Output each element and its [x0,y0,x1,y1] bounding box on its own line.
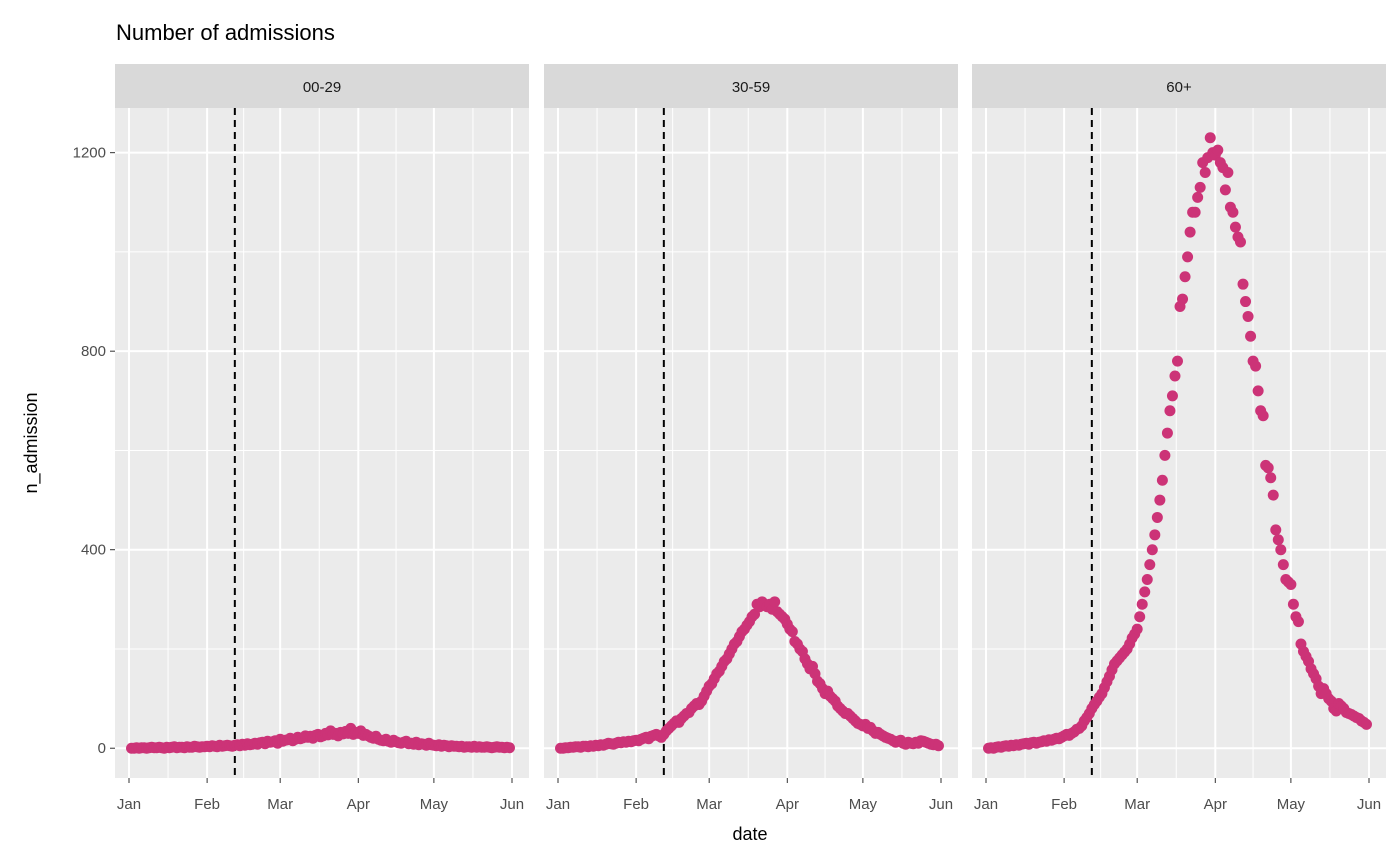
data-point [1222,167,1234,179]
data-point [1154,494,1166,506]
data-point [1257,410,1269,422]
data-point [1179,271,1191,283]
facet-strip-label: 60+ [1166,79,1192,96]
data-point [1136,598,1148,610]
x-tick-label: Mar [267,796,293,813]
data-point [1234,236,1246,248]
x-tick-label: Jun [500,796,524,813]
x-tick-label: May [420,796,449,813]
data-point [1149,529,1161,541]
data-point [1199,167,1211,179]
x-axis-title: date [732,824,767,844]
data-point [1131,623,1143,635]
data-point [1275,544,1287,556]
data-point [1189,206,1201,218]
y-tick-label: 1200 [73,145,106,162]
x-tick-label: Mar [1124,796,1150,813]
x-tick-label: Jan [546,796,570,813]
data-point [1151,511,1163,523]
data-point [1192,191,1204,203]
data-point [1212,144,1224,156]
data-point [1139,586,1151,598]
data-point [932,740,944,752]
data-point [1277,559,1289,571]
facet-panel-00-29: 00-29 Jan Feb Mar Apr May Jun [115,64,529,813]
panel-background [115,108,529,778]
data-point [1164,405,1176,417]
y-tick-label: 400 [81,542,106,559]
x-tick-label: Apr [776,796,799,813]
data-point [1156,474,1168,486]
x-tick-label: Feb [194,796,220,813]
data-point [1194,181,1206,193]
y-axis-title: n_admission [21,392,42,493]
data-point [503,742,515,754]
facet-panel-30-59: 30-59 Jan Feb Mar Apr May Jun [544,64,958,813]
data-point [1134,611,1146,623]
data-point [1272,534,1284,546]
chart-title: Number of admissions [116,20,335,45]
data-point [1141,573,1153,585]
x-tick-label: Jun [1357,796,1381,813]
data-point [1292,616,1304,628]
panel-background [544,108,958,778]
data-point [1182,251,1194,263]
data-point [1270,524,1282,536]
data-point [1252,385,1264,397]
data-point [1285,578,1297,590]
panel-background [972,108,1386,778]
data-point [1237,278,1249,290]
x-tick-label: Apr [1204,796,1227,813]
x-tick-label: Apr [347,796,370,813]
data-point [1166,390,1178,402]
y-tick-label: 0 [98,740,106,757]
x-tick-label: Jun [929,796,953,813]
facet-panel-60+: 60+ Jan Feb Mar Apr May Jun [972,64,1386,813]
data-point [769,596,781,608]
facet-panels: 0 400 800 1200 00-29 Jan Feb Mar Apr May Jun 30-59 J… [73,64,1386,813]
data-point [1219,184,1231,196]
data-point [1240,296,1252,308]
facet-strip [972,64,1386,108]
data-point [1144,559,1156,571]
data-point [1287,598,1299,610]
data-point [1159,449,1171,461]
data-point [1184,226,1196,238]
facet-strip [544,64,958,108]
data-point [1265,472,1277,484]
data-point [1204,132,1216,144]
x-tick-label: May [1277,796,1306,813]
data-point [1161,427,1173,439]
x-tick-label: May [849,796,878,813]
data-point [1172,355,1183,367]
data-point [1146,544,1158,556]
data-point [1177,293,1189,305]
x-tick-label: Feb [1051,796,1077,813]
facet-strip [115,64,529,108]
data-point [1267,489,1279,501]
x-tick-label: Jan [117,796,141,813]
data-point [1262,462,1274,474]
facet-strip-label: 00-29 [303,79,341,96]
x-tick-label: Feb [623,796,649,813]
data-point [1360,718,1372,730]
facet-strip-label: 30-59 [732,79,770,96]
data-point [1169,370,1181,382]
y-tick-label: 800 [81,343,106,360]
data-point [1245,330,1257,342]
x-tick-label: Jan [974,796,998,813]
data-point [1250,360,1262,372]
data-point [1227,206,1239,218]
data-point [1229,221,1241,233]
data-point [786,626,798,638]
x-tick-label: Mar [696,796,722,813]
data-point [1242,310,1254,322]
